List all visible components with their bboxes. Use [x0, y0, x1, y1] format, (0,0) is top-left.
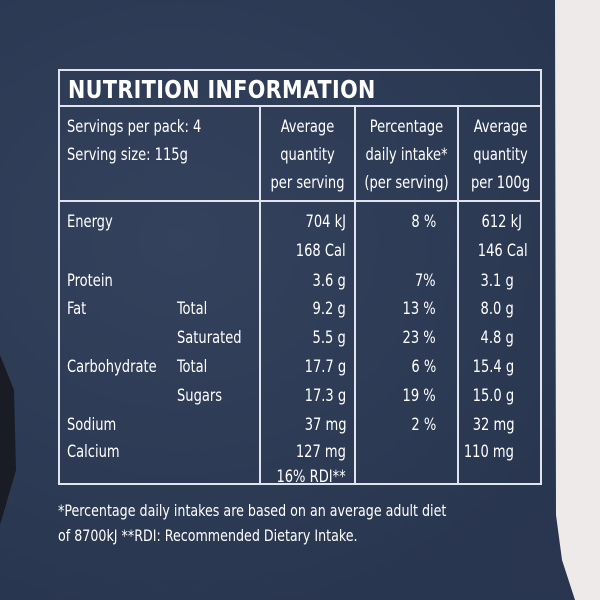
footnote: *Percentage daily intakes are based on a… [58, 498, 498, 548]
row-fat-saturated-serving: 5.5 g [312, 328, 346, 347]
column-divider-1 [259, 106, 261, 485]
row-energy-kj: 704 kJ [305, 212, 346, 231]
row-calcium-rdi: 16% RDI** [276, 467, 346, 486]
row-carb-sugars-100g: 15.0 g [472, 386, 514, 405]
row-carb-total-pct: 6 % [411, 357, 436, 376]
row-energy-cal: 168 Cal [296, 241, 346, 260]
row-protein-label: Protein [67, 271, 113, 290]
row-energy-cal-100g: 146 Cal [478, 241, 528, 260]
column-divider-3 [457, 106, 459, 485]
row-carb-sugars-pct: 19 % [402, 386, 436, 405]
row-fat-label: Fat [67, 299, 87, 318]
header-daily-intake-line3: (per serving) [364, 173, 449, 192]
row-fat-total-sublabel: Total [177, 299, 208, 318]
header-per-100g-line1: Average [473, 117, 528, 136]
row-carb-sugars-sublabel: Sugars [177, 386, 223, 405]
packaging-edge-shadow [0, 355, 16, 525]
row-fat-saturated-100g: 4.8 g [480, 328, 514, 347]
row-protein-pct: 7% [415, 271, 436, 290]
row-sodium-100g: 32 mg [472, 415, 514, 434]
header-per-serving-line1: Average [280, 117, 335, 136]
header-per-100g-line2: quantity [473, 145, 528, 164]
header-per-serving-line2: quantity [280, 145, 335, 164]
header-daily-intake-line2: daily intake* [365, 145, 448, 164]
row-energy-pct: 8 % [411, 212, 436, 231]
row-fat-total-100g: 8.0 g [480, 299, 514, 318]
row-calcium-label: Calcium [67, 442, 120, 461]
row-sodium-label: Sodium [67, 415, 117, 434]
row-sodium-serving: 37 mg [304, 415, 346, 434]
header-divider [60, 200, 540, 202]
servings-per-pack: Servings per pack: 4 [67, 117, 202, 136]
row-carb-total-sublabel: Total [177, 357, 208, 376]
footnote-line1: *Percentage daily intakes are based on a… [58, 501, 447, 520]
row-carb-total-100g: 15.4 g [472, 357, 514, 376]
column-divider-2 [354, 106, 356, 485]
row-carb-sugars-serving: 17.3 g [304, 386, 346, 405]
row-carbohydrate-label: Carbohydrate [67, 357, 157, 376]
row-carb-total-serving: 17.7 g [304, 357, 346, 376]
row-sodium-pct: 2 % [411, 415, 436, 434]
header-per-serving-line3: per serving [270, 173, 345, 192]
row-fat-total-pct: 13 % [402, 299, 436, 318]
row-fat-total-serving: 9.2 g [312, 299, 346, 318]
row-fat-saturated-pct: 23 % [402, 328, 436, 347]
row-calcium-100g: 110 mg [463, 442, 514, 461]
title-divider [60, 105, 540, 107]
row-energy-kj-100g: 612 kJ [481, 212, 522, 231]
footnote-line2: of 8700kJ **RDI: Recommended Dietary Int… [58, 526, 358, 545]
row-calcium-serving: 127 mg [295, 442, 346, 461]
nutrition-table: NUTRITION INFORMATION Servings per pack:… [58, 69, 542, 486]
header-per-100g-line3: per 100g [470, 173, 531, 192]
serving-size: Serving size: 115g [67, 145, 188, 164]
row-protein-serving: 3.6 g [312, 271, 346, 290]
table-title: NUTRITION INFORMATION [68, 75, 376, 104]
row-fat-saturated-sublabel: Saturated [177, 328, 242, 347]
row-protein-100g: 3.1 g [480, 271, 514, 290]
row-energy-label: Energy [67, 212, 113, 231]
header-daily-intake-line1: Percentage [369, 117, 444, 136]
